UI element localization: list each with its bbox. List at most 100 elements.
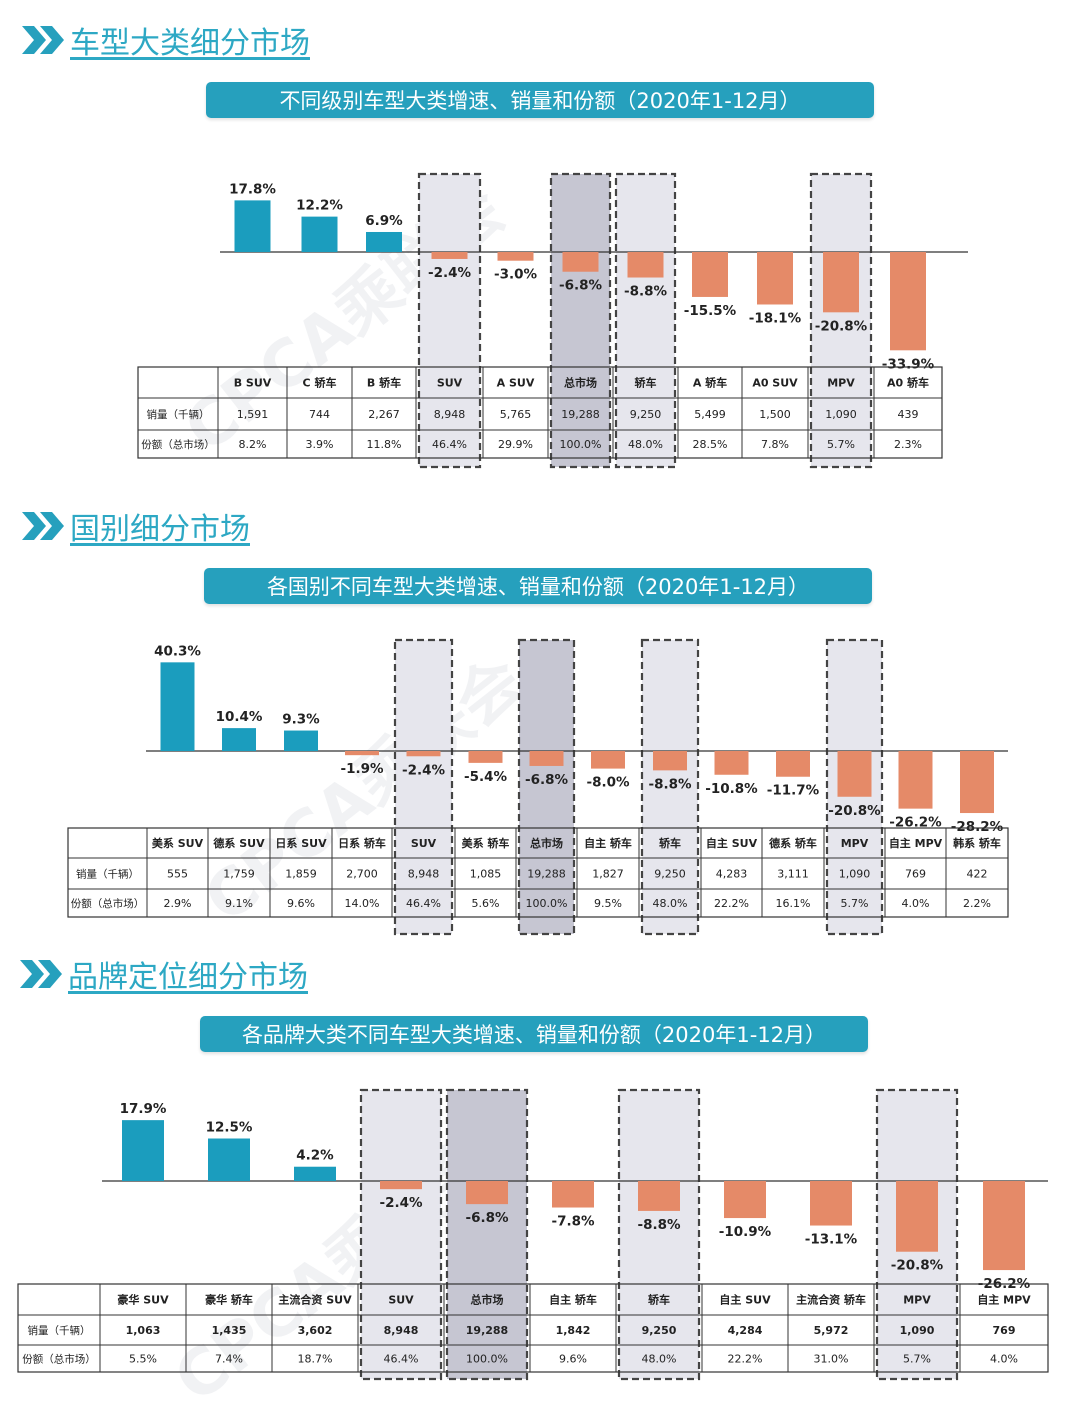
- total-market-highlight: [549, 172, 612, 469]
- table-header-cell: SUV: [388, 1294, 414, 1307]
- bar: [692, 252, 728, 297]
- table-header-cell: 德系 SUV: [212, 836, 265, 850]
- bar: [294, 1166, 336, 1181]
- table-cell: 8.2%: [239, 438, 267, 451]
- bar: [406, 751, 441, 757]
- bar: [960, 751, 994, 814]
- data-label: -15.5%: [684, 303, 737, 319]
- table-header-cell: 自主 SUV: [719, 1293, 771, 1307]
- table-header-cell: 总市场: [471, 1293, 504, 1307]
- data-label: -2.4%: [379, 1195, 423, 1211]
- data-label: -11.7%: [767, 783, 820, 799]
- data-table: 豪华 SUV 豪华 轿车 主流合资 SUV SUV 总市场 自主 轿车 轿车 自主 SUV 主流…: [17, 1283, 1049, 1373]
- bar: [431, 252, 468, 259]
- data-table: 美系 SUV 德系 SUV 日系 SUV 日系 轿车 SUV 美系 轿车 总市场 自主 轿车 轿…: [67, 827, 1009, 918]
- table-header-cell: 美系 轿车: [462, 836, 510, 850]
- data-label: 9.3%: [282, 712, 320, 728]
- table-cell: 3,111: [777, 868, 809, 881]
- table-header-cell: 日系 SUV: [275, 836, 327, 850]
- table-cell: 9.5%: [594, 897, 622, 910]
- bar: [757, 252, 793, 305]
- bar: [627, 252, 664, 278]
- bar: [366, 231, 402, 252]
- table-header-cell: 自主 MPV: [977, 1293, 1031, 1307]
- table-header-cell: 主流合资 轿车: [796, 1293, 866, 1307]
- data-label: -10.9%: [719, 1224, 772, 1240]
- bar: [234, 200, 271, 252]
- data-label: -8.0%: [586, 775, 630, 791]
- table-cell: 100.0%: [526, 897, 568, 910]
- table-cell: 100.0%: [560, 438, 602, 451]
- table-header-cell: 总市场: [530, 836, 563, 850]
- table-cell: 3,602: [298, 1324, 333, 1337]
- table-header-cell: 主流合资 SUV: [278, 1293, 352, 1307]
- table-cell: 555: [167, 868, 188, 881]
- table-cell: 1,859: [285, 868, 317, 881]
- data-label: 12.5%: [206, 1120, 253, 1136]
- table-cell: 14.0%: [345, 897, 380, 910]
- table-header-cell: 美系 SUV: [152, 836, 204, 850]
- section-vehicle-class: 车型大类细分市场 不同级别车型大类增速、销量和份额（2020年1-12月） CP…: [0, 0, 1080, 470]
- table-cell: 7.4%: [215, 1353, 243, 1366]
- table-cell: 48.0%: [653, 897, 688, 910]
- table-header-cell: A SUV: [497, 377, 535, 390]
- chart-title-bar: 各品牌大类不同车型大类增速、销量和份额（2020年1-12月）: [200, 1016, 868, 1052]
- table-cell: 9,250: [654, 868, 686, 881]
- data-label: -20.8%: [815, 318, 868, 334]
- data-label: -33.9%: [882, 356, 935, 372]
- bar: [724, 1181, 766, 1219]
- bar: [345, 751, 379, 756]
- table-cell: 1,435: [212, 1324, 247, 1337]
- table-cell: 422: [967, 868, 988, 881]
- table-header-cell: SUV: [411, 837, 437, 850]
- table-header-cell: 豪华 轿车: [205, 1293, 253, 1307]
- table-cell: 5.7%: [841, 897, 869, 910]
- data-label: -28.2%: [951, 819, 1004, 835]
- table-cell: 48.0%: [642, 1353, 677, 1366]
- section-header: 国别细分市场: [20, 506, 250, 547]
- total-market-highlight: [445, 1088, 529, 1381]
- data-label: -10.8%: [705, 781, 758, 797]
- data-label: -8.8%: [648, 776, 692, 792]
- data-label: -3.0%: [494, 267, 538, 283]
- table-header-cell: 总市场: [564, 376, 597, 390]
- table-cell: 1,842: [556, 1324, 591, 1337]
- table-cell: 5,972: [814, 1324, 849, 1337]
- segment-highlight-box: [614, 172, 677, 469]
- table-cell: 9.6%: [287, 897, 315, 910]
- table-header-cell: A 轿车: [693, 376, 727, 390]
- data-label: -8.8%: [624, 284, 668, 300]
- table-header-cell: A0 轿车: [887, 376, 929, 390]
- table-header-cell: A0 SUV: [752, 377, 798, 390]
- data-label: -6.8%: [525, 772, 569, 788]
- section-title: 国别细分市场: [70, 512, 250, 547]
- data-label: 6.9%: [365, 213, 403, 229]
- table-cell: 19,288: [527, 868, 566, 881]
- table-cell: 2.2%: [963, 897, 991, 910]
- table-cell: 744: [309, 408, 330, 421]
- data-label: -20.8%: [828, 803, 881, 819]
- table-cell: 4,284: [728, 1324, 763, 1337]
- table-header-cell: 德系 轿车: [768, 836, 817, 850]
- segment-highlight-box: [809, 172, 873, 469]
- table-cell: 439: [898, 408, 919, 421]
- table-cell: 29.9%: [498, 438, 533, 451]
- table-header-cell: 轿车: [659, 836, 681, 850]
- table-cell: 2.3%: [894, 438, 922, 451]
- double-chevron-right-icon: [22, 26, 64, 54]
- data-label: 12.2%: [296, 198, 343, 214]
- table-cell: 9.1%: [225, 897, 253, 910]
- table-cell: 19,288: [466, 1324, 508, 1337]
- bar: [301, 216, 338, 252]
- table-header-cell: 豪华 SUV: [117, 1293, 169, 1307]
- table-cell: 5.6%: [472, 897, 500, 910]
- data-label: 17.8%: [229, 181, 276, 197]
- bar-chart-country: 40.3% 10.4% 9.3% -1.9% -2.4% -5.4% -6.8% -8.0% -…: [67, 638, 1009, 936]
- bar: [468, 751, 503, 763]
- chart-title-bar: 各国别不同车型大类增速、销量和份额（2020年1-12月）: [204, 568, 872, 604]
- table-cell: 46.4%: [384, 1353, 419, 1366]
- table-header-cell: 自主 SUV: [706, 836, 758, 850]
- table-cell: 4,283: [716, 868, 748, 881]
